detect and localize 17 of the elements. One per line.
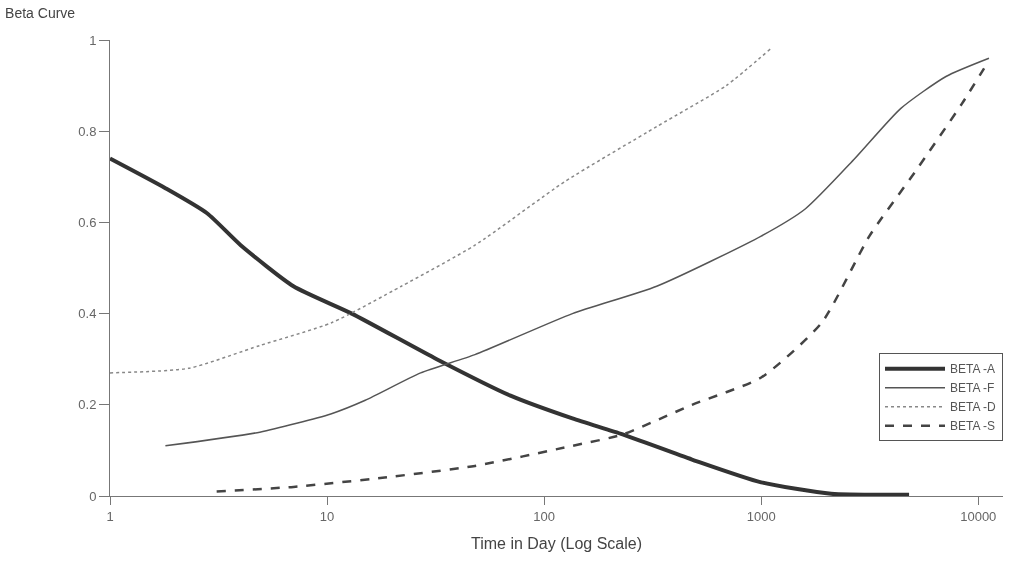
chart-title: Beta Curve xyxy=(5,5,76,22)
legend-label: BETA -D xyxy=(950,400,997,415)
x-tick-label: 1 xyxy=(106,508,114,524)
legend-label: BETA -F xyxy=(950,381,995,396)
x-tick-label: 1000 xyxy=(746,508,776,524)
y-tick-label: 1 xyxy=(89,32,97,48)
y-tick-label: 0.8 xyxy=(78,123,97,139)
x-tick-label: 100 xyxy=(533,508,555,524)
x-tick-label: 10000 xyxy=(960,508,997,524)
x-tick-label: 10 xyxy=(319,508,335,524)
legend-label: BETA -A xyxy=(950,362,996,377)
y-tick-label: 0.4 xyxy=(78,306,97,322)
y-tick-label: 0.2 xyxy=(78,397,97,413)
legend-label: BETA -S xyxy=(950,419,996,434)
y-tick-label: 0.6 xyxy=(78,214,97,230)
y-tick-label: 0 xyxy=(89,488,97,504)
x-axis-title: Time in Day (Log Scale) xyxy=(470,535,643,553)
